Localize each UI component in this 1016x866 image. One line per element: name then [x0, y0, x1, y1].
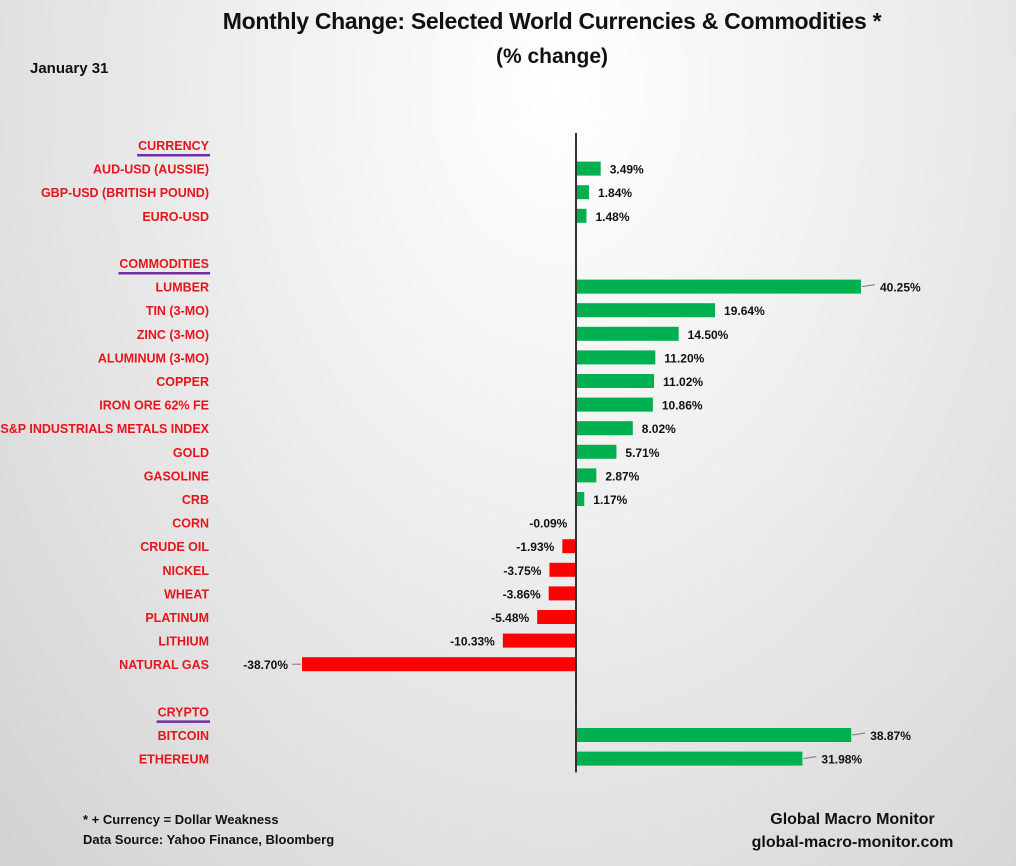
data-source: Data Source: Yahoo Finance, Bloomberg	[83, 832, 335, 847]
brand-name: Global Macro Monitor	[770, 811, 935, 828]
section-underline-currency	[137, 154, 210, 157]
section-header-crypto: CRYPTO	[158, 705, 210, 719]
bar-tin-3-mo	[576, 303, 716, 318]
value-label-tin-3-mo: 19.64%	[724, 304, 765, 318]
bar-gbp-usd-british-pound	[576, 185, 590, 200]
bar-zinc-3-mo	[576, 326, 679, 341]
category-label-sandp-industrials-metals-index: S&P INDUSTRIALS METALS INDEX	[0, 422, 209, 436]
category-label-gasoline: GASOLINE	[144, 469, 209, 483]
bar-nickel	[549, 562, 576, 577]
bar-sandp-industrials-metals-index	[576, 421, 633, 436]
category-label-euro-usd: EURO-USD	[142, 210, 209, 224]
category-label-wheat: WHEAT	[164, 587, 209, 601]
value-label-platinum: -5.48%	[491, 611, 529, 625]
value-label-zinc-3-mo: 14.50%	[688, 328, 729, 342]
bar-aluminum-3-mo	[576, 350, 656, 365]
currency-note: * + Currency = Dollar Weakness	[83, 812, 279, 827]
value-label-aud-usd-aussie: 3.49%	[610, 163, 644, 177]
category-label-corn: CORN	[172, 517, 209, 531]
section-header-currency: CURRENCY	[138, 139, 210, 153]
value-label-euro-usd: 1.48%	[595, 210, 629, 224]
value-label-lumber: 40.25%	[880, 281, 921, 295]
leader-line-bitcoin	[852, 732, 866, 736]
category-label-aud-usd-aussie: AUD-USD (AUSSIE)	[93, 163, 209, 177]
value-label-natural-gas: -38.70%	[243, 658, 288, 672]
category-label-crb: CRB	[182, 493, 209, 507]
bar-ethereum	[576, 751, 803, 766]
footnote: * + Currency = Dollar Weakness Data Sour…	[83, 810, 334, 850]
bar-lumber	[576, 279, 861, 294]
value-label-wheat: -3.86%	[503, 587, 541, 601]
value-label-gbp-usd-british-pound: 1.84%	[598, 186, 632, 200]
bar-natural-gas	[302, 657, 576, 672]
value-label-aluminum-3-mo: 11.20%	[664, 351, 704, 365]
date-label: January 31	[30, 60, 109, 77]
category-label-copper: COPPER	[156, 375, 209, 389]
value-label-nickel: -3.75%	[503, 564, 541, 578]
category-label-ethereum: ETHEREUM	[139, 753, 209, 767]
bar-iron-ore-62-fe	[576, 397, 653, 412]
chart-subtitle: (% change)	[495, 45, 608, 68]
value-label-gasoline: 2.87%	[605, 469, 639, 483]
category-label-zinc-3-mo: ZINC (3-MO)	[137, 328, 209, 342]
category-label-nickel: NICKEL	[162, 564, 209, 578]
chart-title: Monthly Change: Selected World Currencie…	[222, 8, 882, 34]
category-label-iron-ore-62-fe: IRON ORE 62% FE	[99, 399, 209, 413]
category-label-platinum: PLATINUM	[145, 611, 209, 625]
bar-bitcoin	[576, 728, 852, 742]
branding: Global Macro Monitor global-macro-monito…	[745, 808, 960, 854]
value-label-crb: 1.17%	[593, 493, 627, 507]
category-label-crude-oil: CRUDE OIL	[140, 540, 209, 554]
bar-copper	[576, 374, 655, 388]
category-label-bitcoin: BITCOIN	[158, 729, 209, 743]
section-header-commodities: COMMODITIES	[119, 257, 209, 271]
value-label-sandp-industrials-metals-index: 8.02%	[642, 422, 676, 436]
value-label-ethereum: 31.98%	[821, 753, 862, 767]
bar-gasoline	[576, 468, 597, 483]
category-label-lithium: LITHIUM	[158, 635, 209, 649]
value-label-copper: 11.02%	[663, 375, 703, 389]
category-label-gbp-usd-british-pound: GBP-USD (BRITISH POUND)	[41, 186, 209, 200]
category-label-aluminum-3-mo: ALUMINUM (3-MO)	[98, 351, 209, 365]
value-label-lithium: -10.33%	[450, 635, 495, 649]
leader-line-ethereum	[803, 756, 817, 760]
bar-lithium	[502, 633, 576, 648]
category-label-lumber: LUMBER	[156, 281, 209, 295]
section-underline-crypto	[156, 720, 210, 723]
category-label-natural-gas: NATURAL GAS	[119, 658, 209, 672]
value-label-corn: -0.09%	[529, 517, 567, 531]
bar-gold	[576, 444, 617, 459]
bar-platinum	[537, 610, 576, 624]
value-label-crude-oil: -1.93%	[516, 540, 554, 554]
category-label-gold: GOLD	[173, 446, 209, 460]
value-label-bitcoin: 38.87%	[870, 729, 911, 743]
bar-euro-usd	[576, 208, 587, 223]
brand-website: global-macro-monitor.com	[751, 834, 954, 851]
leader-line-lumber	[861, 284, 876, 288]
section-underline-commodities	[118, 272, 210, 275]
category-label-tin-3-mo: TIN (3-MO)	[146, 304, 209, 318]
value-label-gold: 5.71%	[625, 446, 659, 460]
bar-crb	[576, 492, 585, 506]
bar-wheat	[548, 586, 576, 601]
bar-aud-usd-aussie	[576, 161, 601, 176]
bar-crude-oil	[562, 539, 576, 554]
value-label-iron-ore-62-fe: 10.86%	[662, 399, 703, 413]
